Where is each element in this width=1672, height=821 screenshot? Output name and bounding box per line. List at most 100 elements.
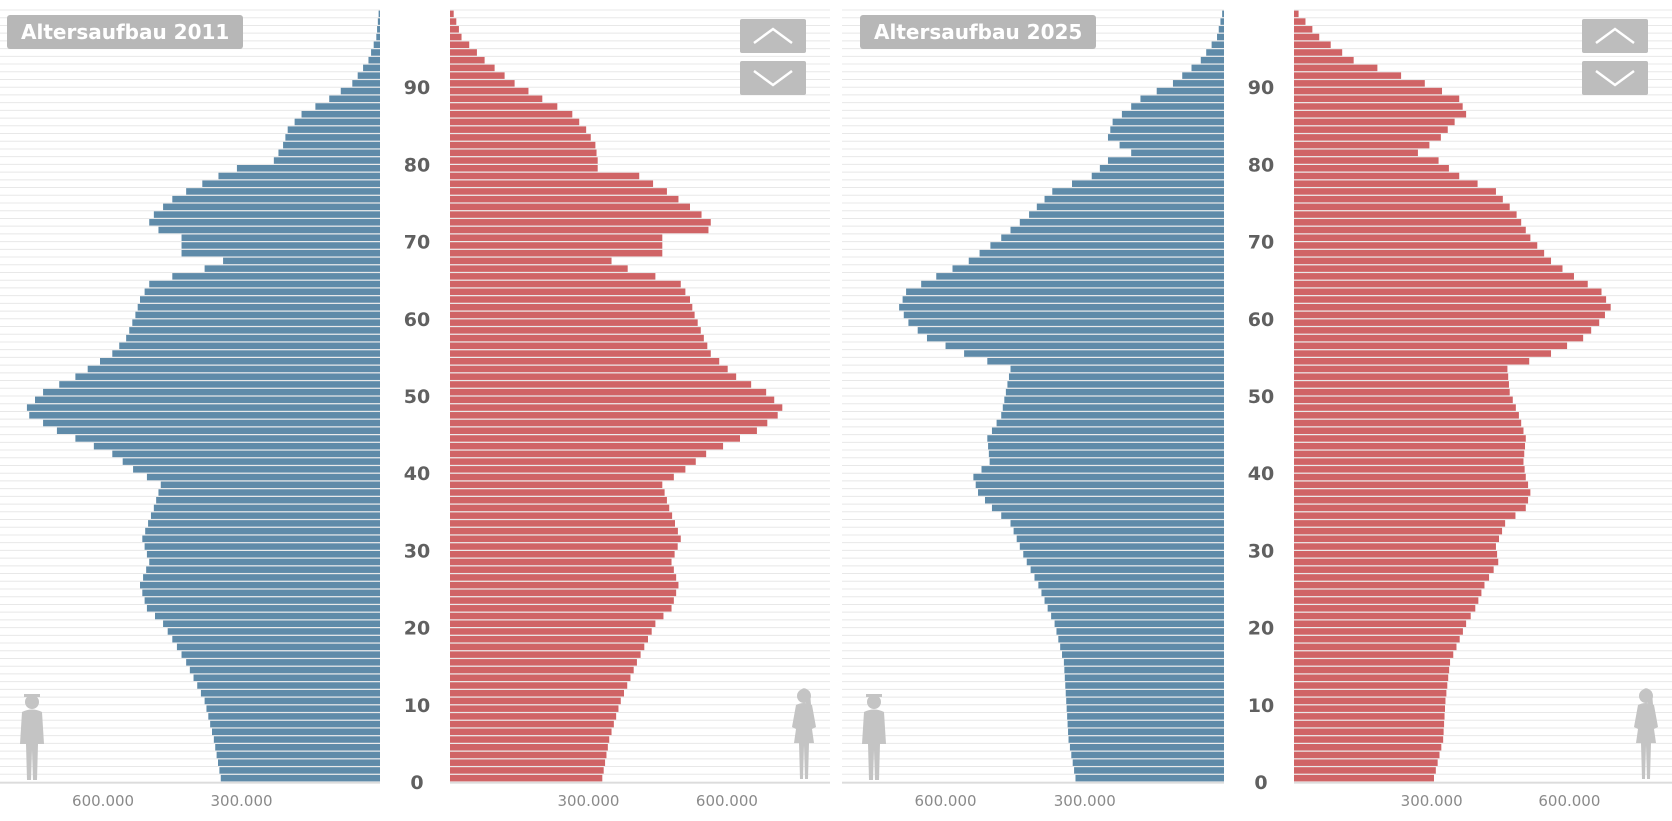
- scroll-down-button-2[interactable]: [1582, 61, 1648, 95]
- male-bar: [964, 350, 1224, 357]
- female-bar: [1294, 527, 1503, 535]
- female-series: [1294, 10, 1611, 782]
- female-bar: [450, 720, 614, 728]
- male-series: [899, 10, 1224, 782]
- male-bar: [172, 635, 380, 643]
- male-bar: [936, 273, 1224, 280]
- age-tick-label: 20: [1248, 618, 1274, 640]
- female-bar: [1294, 574, 1490, 581]
- female-bar: [1294, 666, 1450, 674]
- age-axis: 0 10 20 30 40 50 60 70 80 90: [404, 77, 430, 794]
- female-bar: [1294, 720, 1445, 728]
- female-bar: [450, 713, 617, 720]
- female-bar: [450, 288, 686, 296]
- male-bar: [215, 744, 380, 751]
- female-bar: [1294, 203, 1510, 211]
- female-bar: [450, 450, 707, 458]
- age-tick-label: 90: [1248, 77, 1274, 99]
- female-silhouette-icon: [1634, 688, 1658, 779]
- male-bar: [368, 56, 380, 64]
- female-bar: [450, 566, 674, 573]
- female-bar: [1294, 489, 1531, 496]
- male-bar: [917, 327, 1224, 334]
- female-bar: [1294, 435, 1526, 442]
- female-bar: [1294, 149, 1418, 157]
- male-bar: [273, 157, 380, 164]
- female-bar: [450, 767, 604, 774]
- male-bar: [1001, 512, 1224, 519]
- female-bar: [450, 605, 672, 612]
- female-bar: [1294, 535, 1500, 543]
- female-bar: [450, 180, 654, 187]
- female-bar: [1294, 110, 1467, 118]
- female-bar: [1294, 512, 1516, 519]
- female-bar: [1294, 33, 1320, 41]
- male-bar: [1062, 651, 1224, 658]
- female-bar: [1294, 458, 1524, 465]
- female-bar: [1294, 180, 1478, 187]
- female-bar: [450, 697, 621, 705]
- female-bar: [1294, 774, 1434, 782]
- male-bar: [150, 512, 380, 519]
- female-bar: [450, 234, 663, 241]
- male-bar: [1044, 195, 1224, 203]
- scroll-up-button-2[interactable]: [1582, 19, 1648, 53]
- male-bar: [902, 296, 1224, 303]
- male-bar: [1016, 535, 1224, 543]
- male-bar: [996, 419, 1224, 427]
- male-bar: [1066, 705, 1224, 712]
- male-bar: [144, 597, 380, 604]
- female-bar: [450, 620, 656, 627]
- male-bar: [146, 605, 380, 612]
- age-tick-label: 70: [404, 232, 430, 254]
- female-bar: [1294, 172, 1460, 180]
- male-bar: [1066, 697, 1224, 705]
- female-bar: [450, 49, 477, 56]
- male-bar: [1029, 211, 1224, 218]
- female-bar: [450, 265, 628, 272]
- male-bar: [1056, 628, 1224, 635]
- male-bar: [1063, 659, 1224, 666]
- scroll-down-button[interactable]: [740, 61, 806, 95]
- male-bar: [140, 296, 380, 303]
- female-bar: [450, 396, 775, 404]
- male-bar: [153, 211, 380, 218]
- male-bar: [204, 265, 380, 272]
- female-bar: [1294, 226, 1526, 234]
- scroll-up-button[interactable]: [740, 19, 806, 53]
- age-tick-label: 80: [404, 154, 430, 176]
- female-bar: [450, 674, 631, 682]
- female-bar: [1294, 26, 1313, 33]
- male-bar: [158, 489, 380, 496]
- male-bar: [1007, 381, 1224, 388]
- female-bar: [450, 18, 457, 25]
- female-bar: [450, 56, 485, 64]
- female-bar: [450, 134, 591, 141]
- female-bar: [450, 736, 610, 743]
- male-bar: [43, 419, 380, 427]
- female-bar: [450, 388, 767, 396]
- male-bar: [129, 327, 380, 334]
- female-bar: [1294, 18, 1306, 25]
- male-silhouette-icon: [20, 694, 44, 780]
- male-bar: [59, 381, 380, 388]
- male-bar: [329, 95, 380, 103]
- male-bar: [1001, 412, 1224, 419]
- female-bar: [450, 126, 587, 133]
- male-bar: [906, 288, 1224, 296]
- female-bar: [1294, 697, 1446, 705]
- age-tick-label: 60: [1248, 309, 1274, 331]
- female-bar: [450, 188, 667, 195]
- female-bar: [450, 226, 709, 234]
- female-bar: [450, 249, 663, 257]
- male-bar: [978, 489, 1224, 496]
- age-tick-label: 90: [404, 77, 430, 99]
- male-bar: [973, 473, 1224, 481]
- male-bar: [126, 334, 381, 342]
- female-bar: [450, 26, 459, 33]
- male-bar: [119, 342, 380, 350]
- female-bar: [1294, 311, 1605, 319]
- age-tick-label: 10: [404, 695, 430, 717]
- male-bar: [945, 342, 1224, 350]
- male-bar: [1008, 373, 1224, 380]
